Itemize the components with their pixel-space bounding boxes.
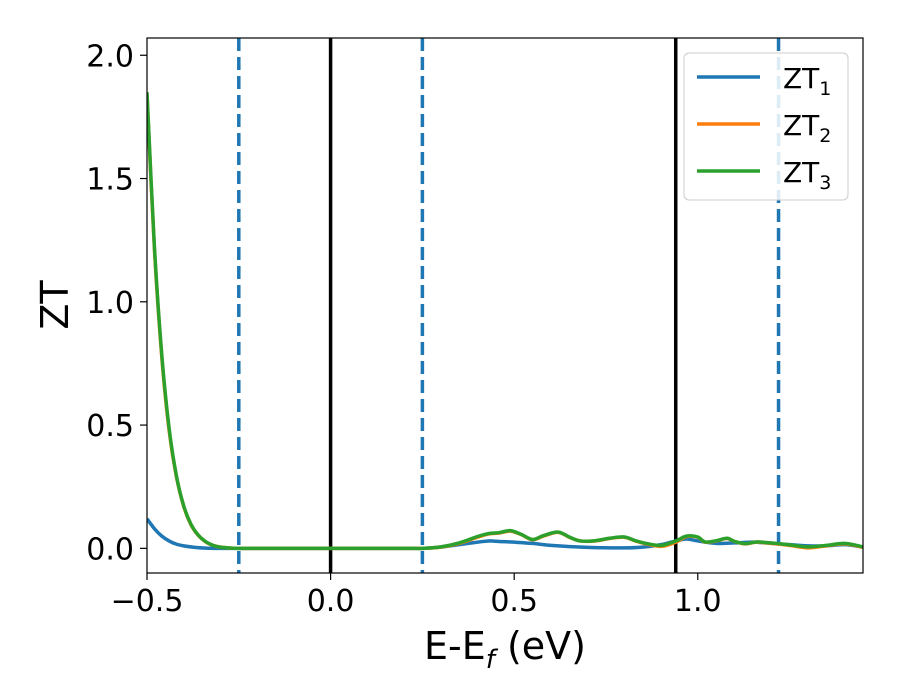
legend-label-zt2: ZT2 — [783, 109, 831, 147]
y-tick-label: 1.5 — [86, 163, 134, 198]
x-axis-label-main: E-E — [424, 624, 486, 668]
y-tick-label: 0.0 — [86, 532, 134, 567]
x-tick-label: −0.5 — [111, 584, 184, 619]
series-lines — [147, 92, 863, 551]
x-tick-label: 0.0 — [307, 584, 355, 619]
y-axis-ticks: 0.0 0.5 1.0 1.5 2.0 — [86, 39, 147, 567]
plot-frame — [146, 37, 864, 574]
y-axis-label: ZT — [33, 280, 77, 330]
legend: ZT1 ZT2 ZT3 — [683, 52, 849, 201]
y-tick-label: 1.0 — [86, 286, 134, 321]
x-axis-ticks: −0.5 0.0 0.5 1.0 — [111, 573, 722, 619]
x-axis-label-unit: (eV) — [495, 624, 586, 668]
y-tick-label: 2.0 — [86, 39, 134, 74]
legend-label-zt3: ZT3 — [783, 156, 831, 194]
x-axis-label: E-Ef (eV) — [424, 624, 586, 675]
x-tick-label: 1.0 — [674, 584, 722, 619]
legend-box — [683, 52, 849, 201]
series-line-zt3 — [147, 92, 863, 551]
y-tick-label: 0.5 — [86, 409, 134, 444]
reference-lines — [237, 38, 781, 573]
x-tick-label: 0.5 — [490, 584, 538, 619]
legend-label-zt1: ZT1 — [783, 62, 831, 100]
legend-items: ZT1 ZT2 ZT3 — [697, 62, 831, 194]
